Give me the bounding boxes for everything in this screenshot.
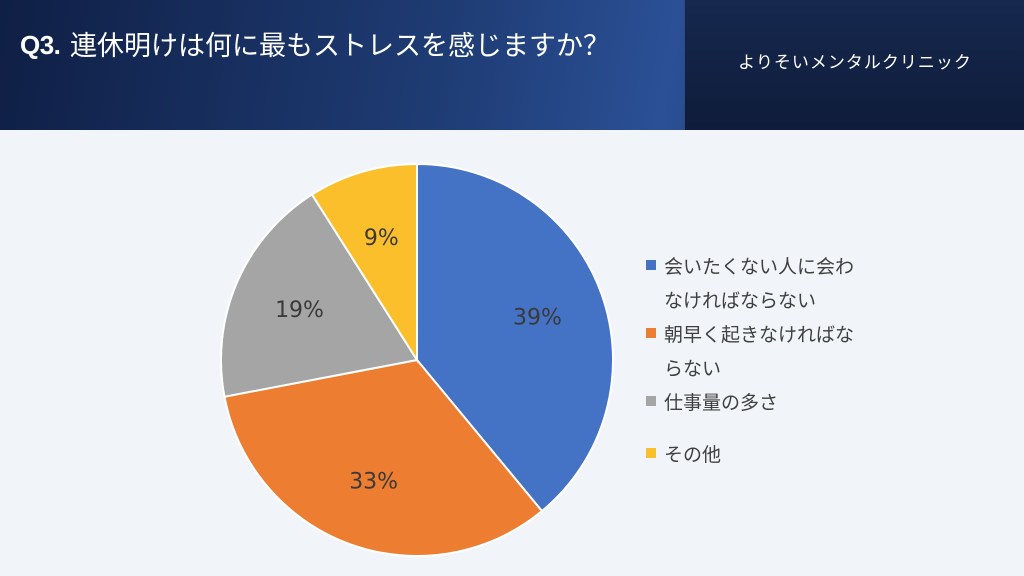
clinic-panel: よりそいメンタルクリニック <box>684 0 1024 130</box>
legend-item: 仕事量の多さ <box>646 386 876 420</box>
chart-legend: 会いたくない人に会わなければならない 朝早く起きなければならない 仕事量の多さ … <box>646 250 876 472</box>
legend-swatch <box>646 328 656 338</box>
header-banner: Q3. 連休明けは何に最もストレスを感じますか？ よりそいメンタルクリニック <box>0 0 1024 130</box>
legend-swatch <box>646 396 656 406</box>
slice-data-label: 33% <box>349 469 398 494</box>
legend-label: 朝早く起きなければならない <box>664 324 855 380</box>
clinic-name: よりそいメンタルクリニック <box>738 53 972 73</box>
pie-slice <box>310 162 418 364</box>
pie-slice <box>416 162 614 513</box>
slice-data-label: 39% <box>513 306 562 331</box>
legend-swatch <box>646 260 656 270</box>
legend-item: 会いたくない人に会わなければならない <box>646 250 876 318</box>
pie-slice <box>220 193 419 398</box>
legend-label: その他 <box>664 444 722 466</box>
question-number: Q3. <box>20 30 61 60</box>
legend-item: 朝早く起きなければならない <box>646 318 876 386</box>
pie-slice <box>223 358 544 557</box>
legend-label: 仕事量の多さ <box>664 392 779 414</box>
legend-swatch <box>646 448 656 458</box>
question-title: 連休明けは何に最もストレスを感じますか？ <box>70 31 610 62</box>
question-panel: Q3. 連休明けは何に最もストレスを感じますか？ <box>0 0 684 130</box>
legend-label: 会いたくない人に会わなければならない <box>664 256 855 312</box>
legend-item: その他 <box>646 438 876 472</box>
slice-data-label: 19% <box>275 298 324 323</box>
chart-area: 39% 33% 19% 9% 会いたくない人に会わなければならない 朝早く起きなければ… <box>0 130 1024 576</box>
pie-chart: 39% 33% 19% 9% <box>220 162 614 557</box>
slice-data-label: 9% <box>364 226 399 251</box>
